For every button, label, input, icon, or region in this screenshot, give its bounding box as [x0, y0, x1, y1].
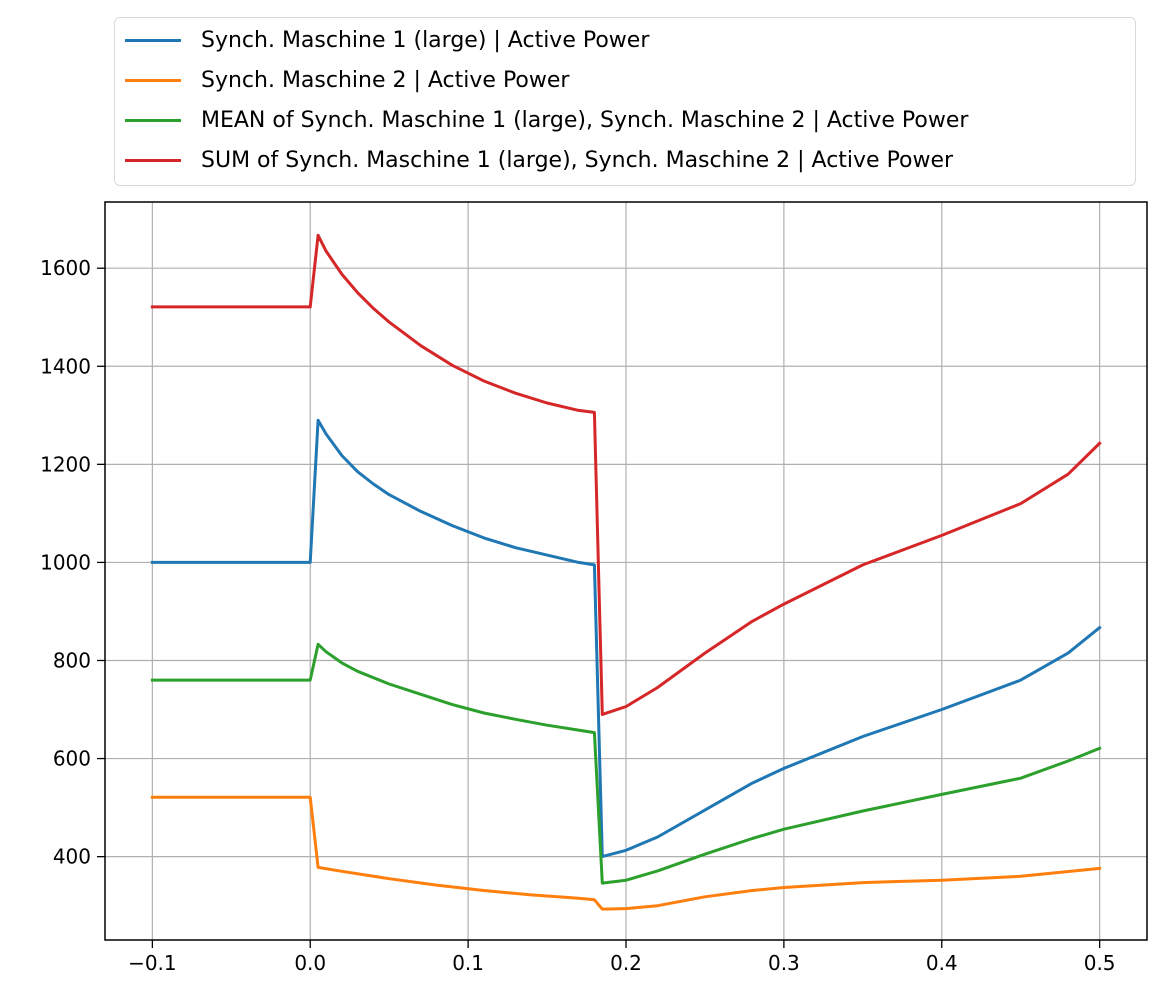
y-tick-label: 1600 [40, 256, 91, 280]
series-line-sum [150, 233, 1102, 716]
x-tick-label: 0.0 [294, 951, 326, 975]
legend-swatch-sum [125, 158, 181, 162]
legend-label-sum: SUM of Synch. Maschine 1 (large), Synch.… [201, 147, 954, 173]
legend: Synch. Maschine 1 (large) | Active Power… [114, 17, 1136, 186]
legend-swatch-sm1 [125, 38, 181, 42]
series-line-sm2 [150, 795, 1102, 911]
series-line-sm1 [150, 418, 1102, 859]
grid-lines [105, 202, 1147, 940]
legend-entry-sm1: Synch. Maschine 1 (large) | Active Power [125, 20, 649, 60]
legend-entry-mean: MEAN of Synch. Maschine 1 (large), Synch… [125, 100, 968, 140]
legend-entry-sum: SUM of Synch. Maschine 1 (large), Synch.… [125, 140, 953, 180]
y-tick-label: 1200 [40, 452, 91, 476]
y-tick-label: 600 [53, 747, 91, 771]
x-tick-label: −0.1 [128, 951, 177, 975]
x-tick-label: 0.1 [452, 951, 484, 975]
legend-swatch-mean [125, 118, 181, 122]
legend-swatch-sm2 [125, 78, 181, 82]
y-tick-label: 400 [53, 845, 91, 869]
y-tick-label: 1400 [40, 354, 91, 378]
y-tick-label: 800 [53, 648, 91, 672]
legend-label-sm1: Synch. Maschine 1 (large) | Active Power [201, 27, 650, 53]
series-line-mean [150, 642, 1102, 885]
legend-label-sm2: Synch. Maschine 2 | Active Power [201, 67, 570, 93]
x-tick-label: 0.2 [610, 951, 642, 975]
y-tick-label: 1000 [40, 550, 91, 574]
x-tick-label: 0.3 [768, 951, 800, 975]
legend-label-mean: MEAN of Synch. Maschine 1 (large), Synch… [201, 107, 969, 133]
legend-entry-sm2: Synch. Maschine 2 | Active Power [125, 60, 569, 100]
x-tick-label: 0.4 [926, 951, 958, 975]
x-tick-label: 0.5 [1084, 951, 1116, 975]
series-lines [150, 233, 1102, 911]
axis-ticks: −0.1 0.0 0.1 0.2 0.3 0.4 0.5 400 600 800 1000 1200 1… [40, 256, 1115, 975]
